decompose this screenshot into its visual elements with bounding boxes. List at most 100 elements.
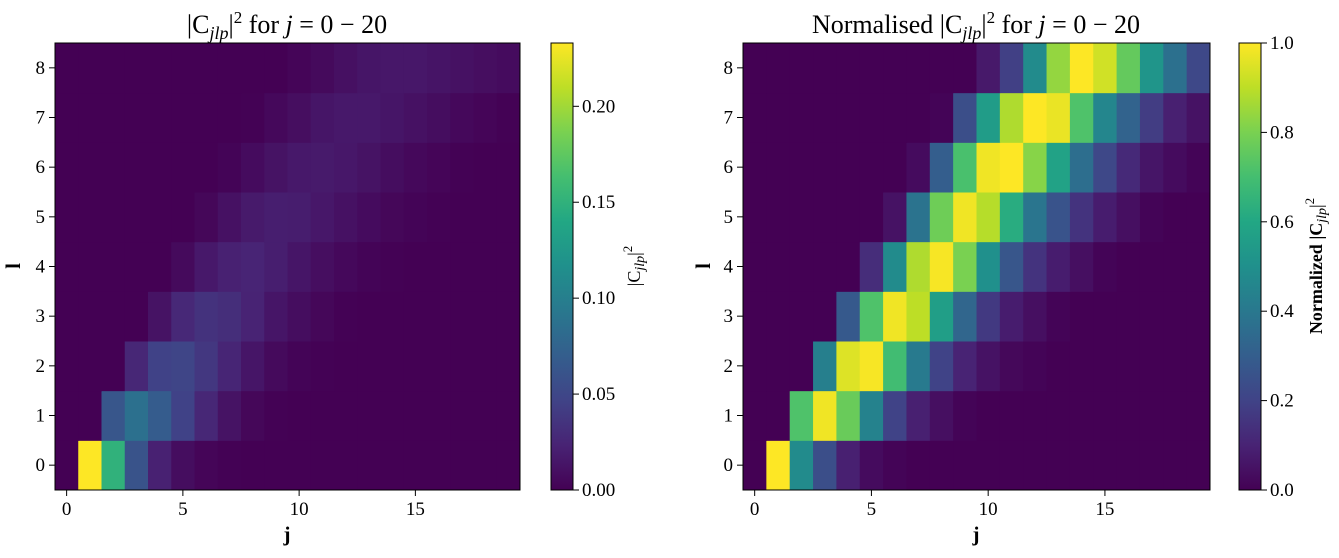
y-axis-ticks: 0 1 2 3 4 5 6 7 8 [724, 58, 743, 476]
heatmap-cell [310, 92, 335, 143]
heatmap-cell [310, 43, 335, 94]
heatmap-cell [310, 341, 335, 392]
heatmap-cell [836, 192, 861, 243]
heatmap-cell [1093, 341, 1118, 392]
heatmap-cell [194, 440, 219, 491]
heatmap-cell [101, 241, 126, 292]
heatmap-cell [883, 440, 907, 491]
heatmap-cell [999, 142, 1024, 193]
heatmap-cell [1093, 43, 1118, 94]
heatmap-cell [450, 142, 474, 193]
heatmap-cell [813, 43, 837, 94]
heatmap-cell [194, 192, 219, 243]
heatmap-cell [78, 142, 102, 193]
y-tick-label: 6 [36, 157, 46, 178]
heatmap-cell [813, 241, 837, 292]
heatmap-cell [1186, 92, 1211, 143]
heatmap-cell [1093, 390, 1118, 441]
heatmap-cell [427, 192, 451, 243]
colorbar-tick-label: 0.00 [582, 480, 615, 501]
chart-title: |Cjlp|2 for j = 0 − 20 [187, 8, 387, 43]
heatmap-cell [241, 192, 265, 243]
heatmap-cell [743, 341, 767, 392]
colorbar-ticks: 0.0 0.2 0.4 0.6 0.8 1.0 [1261, 33, 1294, 501]
heatmap-cell [1046, 440, 1071, 491]
colorbar-tick-label: 0.0 [1270, 480, 1294, 501]
heatmap-cell [906, 142, 931, 193]
heatmap-cell [101, 440, 126, 491]
y-axis-label: l [1, 263, 25, 269]
heatmap-cell [813, 142, 837, 193]
heatmap-cell [1093, 192, 1118, 243]
heatmap-cell [766, 192, 791, 243]
heatmap-cell [906, 390, 931, 441]
heatmap-cell [906, 291, 931, 342]
heatmap-cell [1139, 341, 1164, 392]
heatmap-cell [1023, 291, 1048, 342]
heatmap-cell [953, 291, 977, 342]
x-axis-ticks: 0 5 10 15 [750, 490, 1114, 520]
heatmap-cell [859, 43, 884, 94]
heatmap-cell [883, 92, 907, 143]
heatmap-cell [380, 390, 405, 441]
heatmap-cell [1116, 192, 1141, 243]
heatmap-cell [976, 43, 1001, 94]
heatmap-cell [264, 241, 288, 292]
heatmap-cell [953, 390, 977, 441]
chart-title: Normalised |Cjlp|2 for j = 0 − 20 [812, 8, 1140, 43]
heatmap-cell [194, 142, 219, 193]
heatmap-cell [496, 241, 521, 292]
heatmap-cell [953, 241, 977, 292]
heatmap-cell [101, 43, 126, 94]
heatmap-cell [148, 291, 172, 342]
heatmap-cell [78, 291, 102, 342]
heatmap-cell [217, 192, 242, 243]
colorbar-tick-label: 0.05 [582, 384, 615, 405]
heatmap-cell [334, 241, 358, 292]
heatmap-cell [496, 43, 521, 94]
heatmap-cell [287, 241, 312, 292]
heatmap-cell [101, 142, 126, 193]
heatmap-cell [124, 92, 149, 143]
heatmap-cell [789, 440, 814, 491]
colorbar-label: |Cjlp|2 [620, 246, 648, 287]
y-tick-label: 5 [36, 207, 46, 228]
heatmap-cell [1116, 142, 1141, 193]
heatmap-cell [1023, 341, 1048, 392]
heatmap-cell [743, 43, 767, 94]
heatmap-cell [743, 192, 767, 243]
heatmap-cell [1023, 192, 1048, 243]
heatmap-cell [976, 390, 1001, 441]
heatmap-cell [194, 390, 219, 441]
x-tick-label: 10 [979, 499, 998, 520]
y-tick-label: 2 [724, 356, 734, 377]
heatmap-cell [1046, 43, 1071, 94]
heatmap-cell [334, 291, 358, 342]
heatmap-cell [953, 341, 977, 392]
heatmap-cell [357, 291, 381, 342]
heatmap-cell [929, 43, 954, 94]
heatmap-cell [171, 43, 195, 94]
y-tick-label: 7 [724, 108, 734, 129]
heatmap-cell [953, 92, 977, 143]
heatmap-cell [789, 241, 814, 292]
heatmap-cell [55, 291, 79, 342]
heatmap-cells [55, 43, 521, 491]
heatmap-cell [1046, 241, 1071, 292]
heatmap-cell [357, 241, 381, 292]
heatmap-cell [427, 92, 451, 143]
heatmap-cell [334, 92, 358, 143]
y-tick-label: 3 [36, 306, 46, 327]
heatmap-cell [1186, 291, 1211, 342]
heatmap-cell [427, 440, 451, 491]
heatmap-cell [1163, 291, 1188, 342]
heatmap-cell [859, 241, 884, 292]
heatmap-cell [334, 192, 358, 243]
heatmap-cell [264, 43, 288, 94]
heatmap-cell [287, 142, 312, 193]
heatmap-cell [1116, 241, 1141, 292]
heatmap-cell [496, 142, 521, 193]
heatmap-cell [124, 390, 149, 441]
heatmap-cell [906, 440, 931, 491]
heatmap-cell [310, 291, 335, 342]
